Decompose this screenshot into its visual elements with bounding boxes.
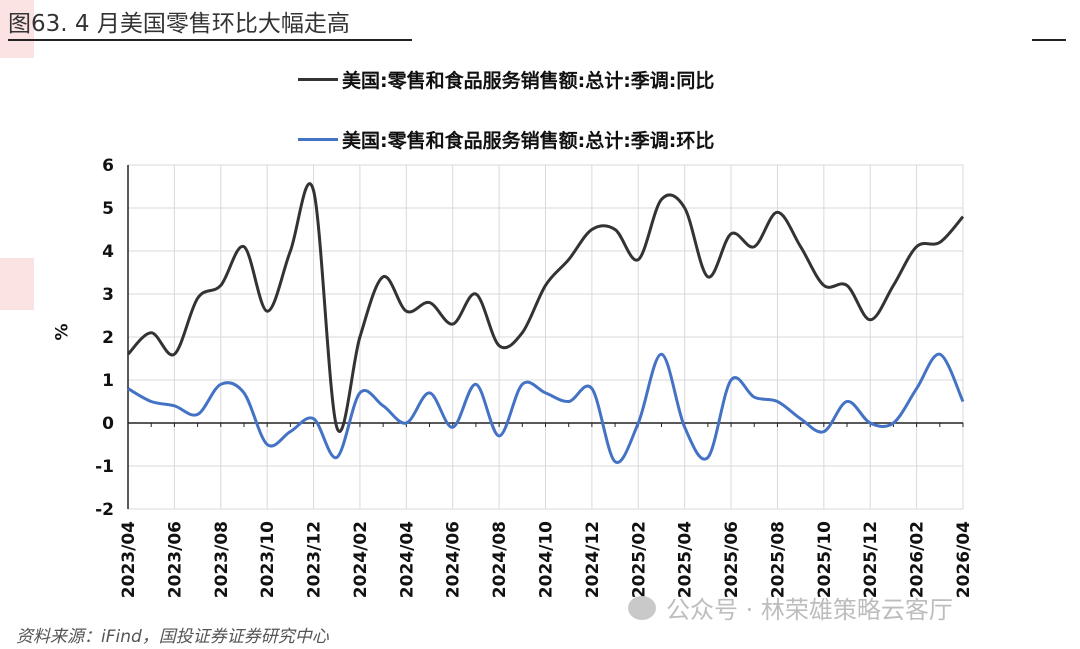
y-tick-label: 5 bbox=[102, 199, 114, 219]
y-tick-label: 4 bbox=[102, 242, 114, 262]
x-tick-label: 2023/04 bbox=[119, 521, 139, 598]
x-tick-label: 2026/04 bbox=[954, 521, 974, 598]
series-line-mom bbox=[127, 352, 965, 464]
x-tick-label: 2023/08 bbox=[212, 521, 232, 598]
watermark: 公众号 · 林荣雄策略云客厅 bbox=[628, 590, 953, 625]
figure-title: 图63. 4 月美国零售环比大幅走高 bbox=[8, 11, 350, 37]
wechat-icon bbox=[628, 595, 656, 620]
x-tick-label: 2024/10 bbox=[537, 521, 557, 598]
legend-yoy-label: 美国:零售和食品服务销售额:总计:季调:同比 bbox=[342, 70, 715, 92]
x-tick-label: 2023/12 bbox=[305, 521, 325, 598]
title-rule-right bbox=[1032, 39, 1066, 41]
decorative-bar-middle bbox=[0, 258, 34, 310]
series-line-yoy bbox=[126, 182, 965, 433]
x-tick-label: 2025/12 bbox=[861, 521, 881, 598]
x-tick-label: 2024/12 bbox=[583, 521, 603, 598]
x-tick-label: 2024/02 bbox=[351, 521, 371, 598]
y-tick-label: 0 bbox=[102, 414, 114, 434]
y-tick-label: -2 bbox=[95, 500, 114, 520]
x-tick-label: 2025/10 bbox=[815, 521, 835, 598]
legend-yoy: 美国:零售和食品服务销售额:总计:季调:同比 bbox=[298, 66, 714, 93]
y-tick-label: 1 bbox=[102, 371, 114, 391]
decorative-bar-top bbox=[0, 0, 34, 58]
source-note: 资料来源：iFind，国投证券证券研究中心 bbox=[16, 627, 329, 647]
title-rule-left bbox=[8, 39, 412, 41]
x-tick-label: 2025/04 bbox=[676, 521, 696, 598]
x-tick-label: 2024/08 bbox=[490, 521, 510, 598]
legend-mom-swatch bbox=[298, 138, 338, 141]
y-tick-label: 6 bbox=[102, 156, 114, 176]
x-tick-label: 2024/04 bbox=[397, 521, 417, 598]
y-tick-label: 3 bbox=[102, 285, 114, 305]
x-tick-label: 2023/10 bbox=[258, 521, 278, 598]
y-tick-label: -1 bbox=[95, 457, 114, 477]
watermark-text: 公众号 · 林荣雄策略云客厅 bbox=[666, 596, 953, 624]
legend-yoy-swatch bbox=[298, 78, 338, 81]
x-tick-label: 2025/02 bbox=[629, 521, 649, 598]
y-tick-label: 2 bbox=[102, 328, 114, 348]
x-tick-label: 2026/02 bbox=[908, 521, 928, 598]
x-tick-label: 2024/06 bbox=[444, 521, 464, 598]
x-tick-label: 2023/06 bbox=[165, 521, 185, 598]
x-tick-label: 2025/08 bbox=[768, 521, 788, 598]
x-tick-label: 2025/06 bbox=[722, 521, 742, 598]
legend-mom-label: 美国:零售和食品服务销售额:总计:季调:环比 bbox=[342, 130, 715, 152]
legend-mom: 美国:零售和食品服务销售额:总计:季调:环比 bbox=[298, 126, 714, 153]
